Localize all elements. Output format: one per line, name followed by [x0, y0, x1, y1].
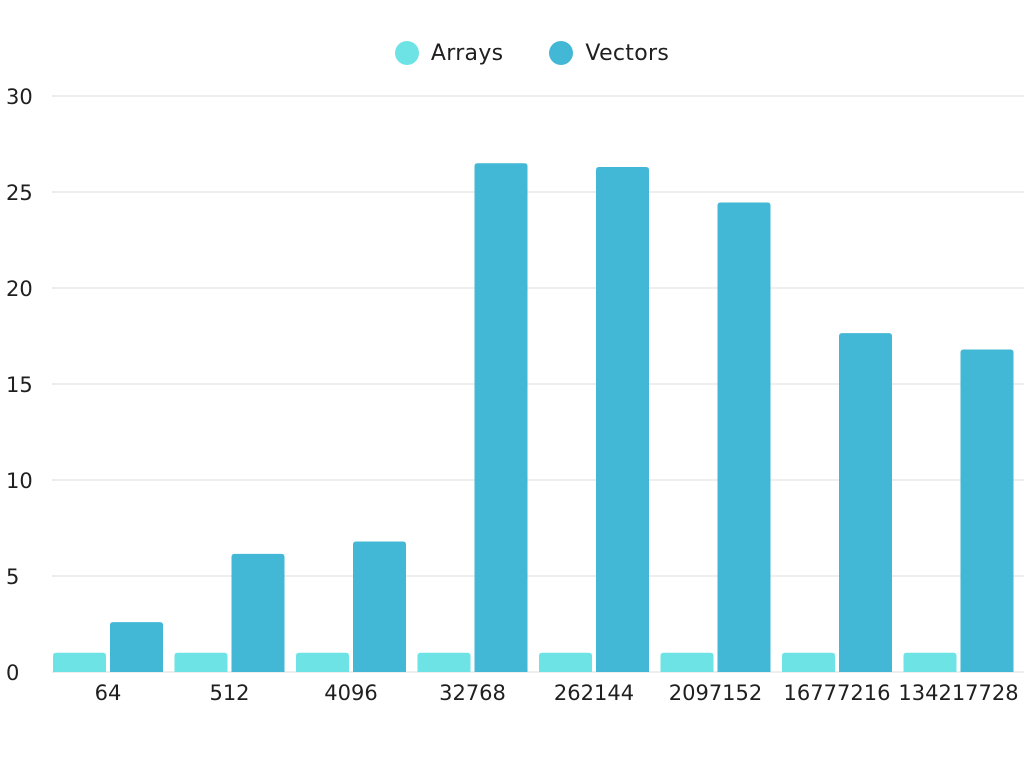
- bar-vectors-262144: [596, 167, 649, 673]
- legend-item-arrays[interactable]: Arrays: [394, 40, 504, 66]
- x-tick-label: 16777216: [784, 681, 891, 705]
- y-tick-label: 10: [6, 469, 33, 493]
- y-tick-label: 0: [6, 661, 19, 685]
- x-tick-label: 4096: [324, 681, 377, 705]
- x-tick-label: 134217728: [898, 681, 1018, 705]
- bar-vectors-4096: [353, 541, 406, 672]
- x-tick-label: 64: [95, 681, 122, 705]
- bars: [53, 163, 1014, 673]
- bar-vectors-2097152: [717, 202, 771, 672]
- bar-vectors-134217728: [960, 349, 1014, 672]
- legend-item-vectors[interactable]: Vectors: [549, 41, 669, 66]
- bar-arrays-32768: [417, 652, 471, 672]
- y-tick-label: 20: [6, 277, 33, 301]
- x-tick-label: 262144: [554, 681, 634, 705]
- bar-arrays-64: [53, 652, 106, 672]
- bar-vectors-16777216: [839, 333, 892, 672]
- bar-arrays-262144: [539, 652, 592, 672]
- bar-arrays-134217728: [903, 652, 957, 672]
- x-tick-label: 32768: [439, 681, 506, 705]
- x-tick-label: 512: [209, 681, 249, 705]
- legend-swatch-arrays: [394, 41, 419, 65]
- x-tick-label: 2097152: [669, 681, 763, 705]
- y-tick-label: 15: [6, 373, 33, 397]
- bar-arrays-2097152: [660, 652, 714, 672]
- legend: Arrays Vectors: [0, 36, 1024, 70]
- bar-arrays-16777216: [782, 652, 835, 672]
- legend-label-arrays: Arrays: [430, 40, 504, 66]
- y-tick-label: 30: [6, 85, 33, 109]
- bar-arrays-4096: [296, 652, 349, 672]
- legend-label-vectors: Vectors: [585, 40, 670, 66]
- bar-vectors-32768: [474, 163, 528, 672]
- y-tick-label: 25: [6, 181, 33, 205]
- y-tick-label: 5: [6, 565, 19, 589]
- bar-vectors-64: [110, 622, 163, 672]
- legend-swatch-vectors: [549, 41, 574, 65]
- bar-vectors-512: [231, 553, 285, 672]
- bar-arrays-512: [174, 652, 228, 672]
